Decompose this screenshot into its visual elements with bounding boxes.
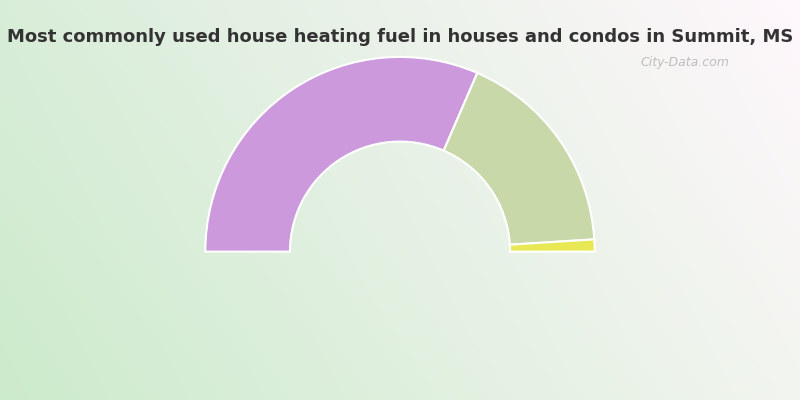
Text: City-Data.com: City-Data.com <box>640 56 729 69</box>
Text: Most commonly used house heating fuel in houses and condos in Summit, MS: Most commonly used house heating fuel in… <box>7 28 793 46</box>
Wedge shape <box>510 239 594 252</box>
Wedge shape <box>444 73 594 245</box>
Wedge shape <box>206 57 478 252</box>
